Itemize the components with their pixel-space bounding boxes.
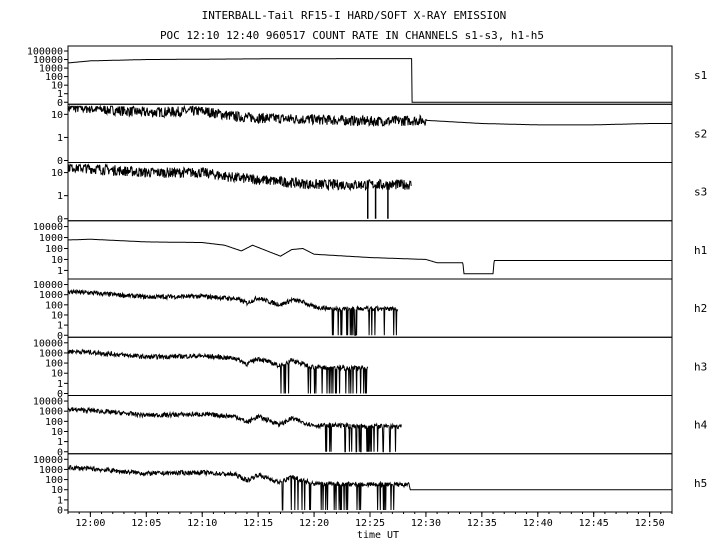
y-tick-label: 1 — [57, 266, 63, 277]
series-h1-line — [68, 238, 672, 275]
y-tick-label: 10 — [51, 81, 63, 92]
panel-frame — [67, 45, 673, 105]
y-tick-label: 1000 — [39, 348, 63, 359]
y-tick-label: 1 — [57, 379, 63, 390]
x-tick-label: 12:10 — [187, 518, 217, 529]
panel-frame — [67, 103, 673, 163]
y-tick-label: 1000 — [39, 407, 63, 418]
time-axis: 12:00 12:05 12:10 12:15 12:20 12:25 12:30 12:35… — [67, 512, 673, 529]
y-tick-label: 1000 — [39, 233, 63, 244]
x-tick-label: 12:40 — [523, 518, 553, 529]
series-h4-line — [67, 406, 402, 453]
y-tick-label: 0 — [57, 447, 63, 458]
chart-title: INTERBALL-Tail RF15-I HARD/SOFT X-RAY EM… — [202, 9, 507, 22]
y-tick-label: 10000 — [33, 222, 63, 233]
y-tick-label: 10000 — [33, 280, 63, 291]
panel-frame — [67, 336, 673, 396]
y-tick-label: 10 — [51, 485, 63, 496]
y-tick-label: 100 — [45, 475, 63, 486]
chart-subtitle: POC 12:10 12:40 960517 COUNT RATE IN CHA… — [160, 29, 544, 42]
series-h3-line — [67, 348, 369, 394]
y-tick-label: 1 — [57, 191, 63, 202]
y-tick-label: 1 — [57, 321, 63, 332]
series-s2-line — [67, 104, 672, 127]
series-s3-line — [67, 163, 412, 192]
x-tick-label: 12:15 — [243, 518, 273, 529]
x-axis-label: time UT — [357, 530, 399, 541]
y-tick-label: 10 — [51, 427, 63, 438]
y-tick-label: 0 — [57, 331, 63, 342]
y-tick-label: 1 — [57, 133, 63, 144]
y-tick-label: 10 — [51, 255, 63, 266]
channel-label: s3 — [694, 186, 707, 199]
y-tick-label: 1 — [57, 495, 63, 506]
channel-label: h1 — [694, 244, 707, 257]
x-tick-label: 12:05 — [131, 518, 161, 529]
y-tick-label: 100 — [45, 359, 63, 370]
y-tick-label: 100000 — [27, 46, 63, 57]
y-tick-label: 10000 — [33, 397, 63, 408]
y-tick-label: 10000 — [33, 55, 63, 66]
y-tick-label: 1 — [57, 89, 63, 100]
y-tick-label: 100 — [45, 300, 63, 311]
channel-label: s1 — [694, 69, 707, 82]
series-s1-line — [68, 58, 672, 103]
y-tick-label: 0 — [57, 156, 63, 167]
y-tick-label: 100 — [45, 417, 63, 428]
series-h2-line — [67, 288, 399, 336]
channel-label: h3 — [694, 360, 707, 373]
panels-group: 1000001000010001001010s11010s21010s31000… — [27, 45, 708, 517]
y-tick-label: 100 — [45, 72, 63, 83]
y-tick-label: 0 — [57, 506, 63, 517]
channel-label: h4 — [694, 419, 708, 432]
y-tick-label: 1 — [57, 437, 63, 448]
y-tick-label: 1000 — [39, 290, 63, 301]
x-tick-label: 12:20 — [299, 518, 329, 529]
x-tick-label: 12:50 — [635, 518, 665, 529]
x-tick-label: 12:45 — [579, 518, 609, 529]
x-tick-label: 12:00 — [75, 518, 105, 529]
x-tick-label: 12:35 — [467, 518, 497, 529]
y-tick-label: 0 — [57, 389, 63, 400]
y-tick-label: 10 — [51, 310, 63, 321]
y-tick-label: 10000 — [33, 455, 63, 466]
y-tick-label: 10 — [51, 369, 63, 380]
y-tick-label: 1000 — [39, 465, 63, 476]
panel-frame — [67, 220, 673, 280]
y-tick-label: 10000 — [33, 338, 63, 349]
y-tick-label: 1000 — [39, 64, 63, 75]
x-tick-label: 12:30 — [411, 518, 441, 529]
x-tick-label: 12:25 — [355, 518, 385, 529]
y-tick-label: 0 — [57, 98, 63, 109]
channel-label: h5 — [694, 477, 707, 490]
series-h5-line — [67, 464, 672, 511]
y-tick-label: 10 — [51, 168, 63, 179]
channel-label: h2 — [694, 302, 707, 315]
y-tick-label: 100 — [45, 244, 63, 255]
y-tick-label: 10 — [51, 110, 63, 121]
channel-label: s2 — [694, 127, 707, 140]
y-tick-label: 0 — [57, 214, 63, 225]
